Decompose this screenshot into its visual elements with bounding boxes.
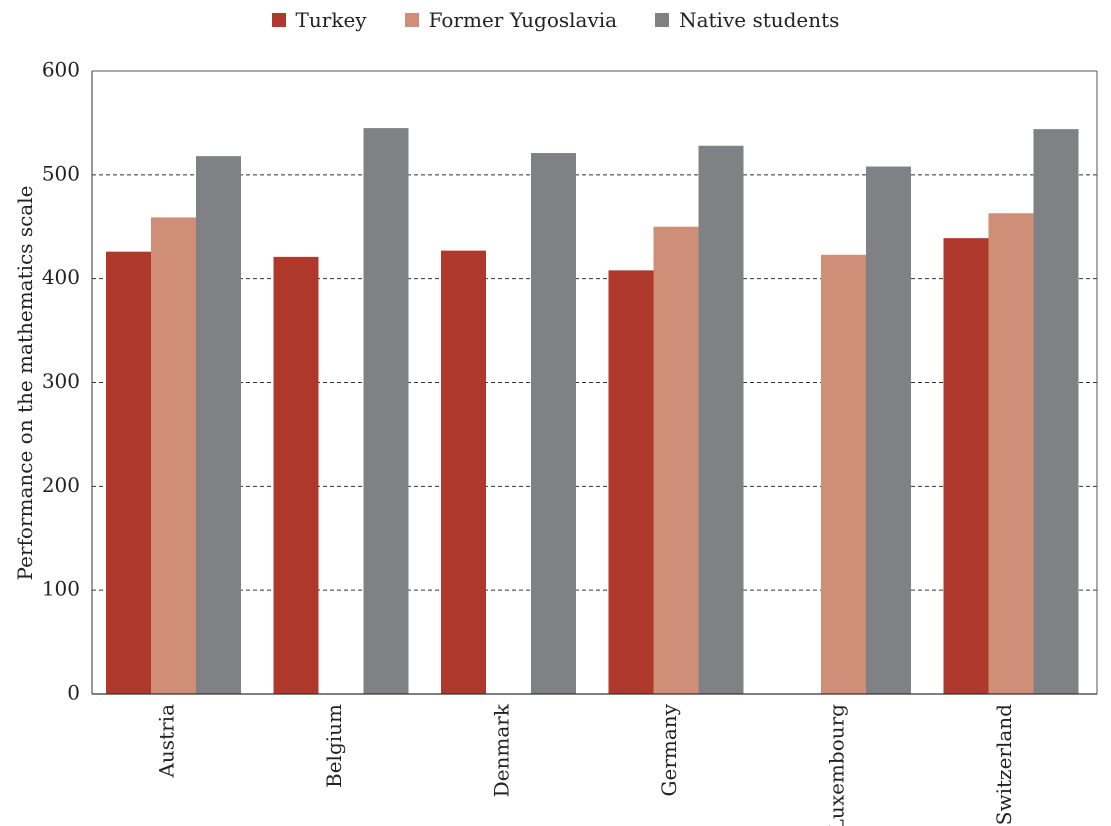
legend-label-native-students: Native students	[679, 8, 840, 32]
x-tick-label-germany: Germany	[657, 703, 681, 796]
bar-austria-turkey	[106, 251, 151, 695]
bar-denmark-native-students	[531, 153, 576, 695]
bar-austria-native-students	[196, 156, 241, 695]
y-tick-label-300: 300	[42, 369, 80, 393]
bar-germany-former-yugoslavia	[653, 226, 699, 694]
y-tick-label-0: 0	[67, 681, 80, 705]
bar-switzerland-turkey	[943, 238, 989, 694]
x-tick-label-denmark: Denmark	[489, 703, 513, 797]
bar-switzerland-native-students	[1033, 129, 1079, 694]
bar-belgium-native-students	[363, 128, 409, 694]
legend-item-former-yugoslavia: Former Yugoslavia	[404, 8, 618, 32]
x-tick-label-belgium: Belgium	[322, 704, 346, 788]
y-tick-label-600: 600	[42, 58, 80, 82]
legend-label-turkey: Turkey	[295, 8, 367, 32]
bar-austria-former-yugoslavia	[151, 217, 196, 694]
legend-item-native-students: Native students	[655, 8, 839, 32]
chart-legend: Turkey Former Yugoslavia Native students	[0, 8, 1111, 32]
y-tick-label-100: 100	[42, 577, 80, 601]
bar-germany-native-students	[698, 145, 744, 694]
legend-item-turkey: Turkey	[271, 8, 367, 32]
y-tick-label-200: 200	[42, 473, 80, 497]
x-tick-label-switzerland: Switzerland	[992, 704, 1016, 825]
bar-luxembourg-former-yugoslavia	[821, 254, 866, 694]
legend-swatch-native-students	[655, 13, 670, 27]
bar-luxembourg-native-students	[866, 166, 911, 694]
x-tick-label-austria: Austria	[154, 704, 178, 779]
x-tick-label-luxembourg: Luxembourg	[824, 704, 848, 826]
bar-switzerland-former-yugoslavia	[988, 213, 1034, 695]
legend-swatch-former-yugoslavia	[404, 13, 419, 27]
y-tick-label-500: 500	[42, 161, 80, 185]
y-tick-label-400: 400	[42, 265, 80, 289]
bar-germany-turkey	[608, 270, 654, 694]
legend-label-former-yugoslavia: Former Yugoslavia	[428, 8, 618, 32]
bar-denmark-turkey	[441, 250, 486, 695]
legend-swatch-turkey	[271, 13, 286, 27]
bar-belgium-turkey	[273, 256, 319, 694]
